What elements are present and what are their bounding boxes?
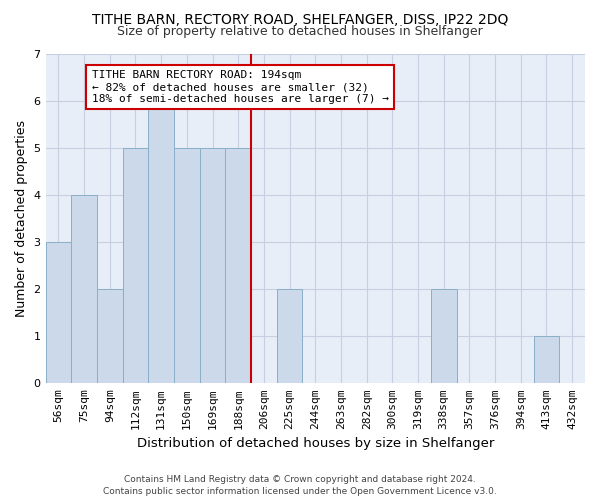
Bar bbox=[226, 148, 251, 384]
Bar bbox=[122, 148, 148, 384]
Text: TITHE BARN, RECTORY ROAD, SHELFANGER, DISS, IP22 2DQ: TITHE BARN, RECTORY ROAD, SHELFANGER, DI… bbox=[92, 12, 508, 26]
Bar bbox=[174, 148, 200, 384]
Y-axis label: Number of detached properties: Number of detached properties bbox=[15, 120, 28, 317]
Text: TITHE BARN RECTORY ROAD: 194sqm
← 82% of detached houses are smaller (32)
18% of: TITHE BARN RECTORY ROAD: 194sqm ← 82% of… bbox=[92, 70, 389, 104]
Bar bbox=[148, 101, 174, 384]
Bar bbox=[46, 242, 71, 384]
Bar bbox=[97, 289, 122, 384]
Text: Size of property relative to detached houses in Shelfanger: Size of property relative to detached ho… bbox=[117, 25, 483, 38]
Bar bbox=[277, 289, 302, 384]
X-axis label: Distribution of detached houses by size in Shelfanger: Distribution of detached houses by size … bbox=[137, 437, 494, 450]
Bar bbox=[431, 289, 457, 384]
Bar bbox=[533, 336, 559, 384]
Bar bbox=[200, 148, 226, 384]
Bar bbox=[71, 195, 97, 384]
Text: Contains HM Land Registry data © Crown copyright and database right 2024.
Contai: Contains HM Land Registry data © Crown c… bbox=[103, 474, 497, 496]
